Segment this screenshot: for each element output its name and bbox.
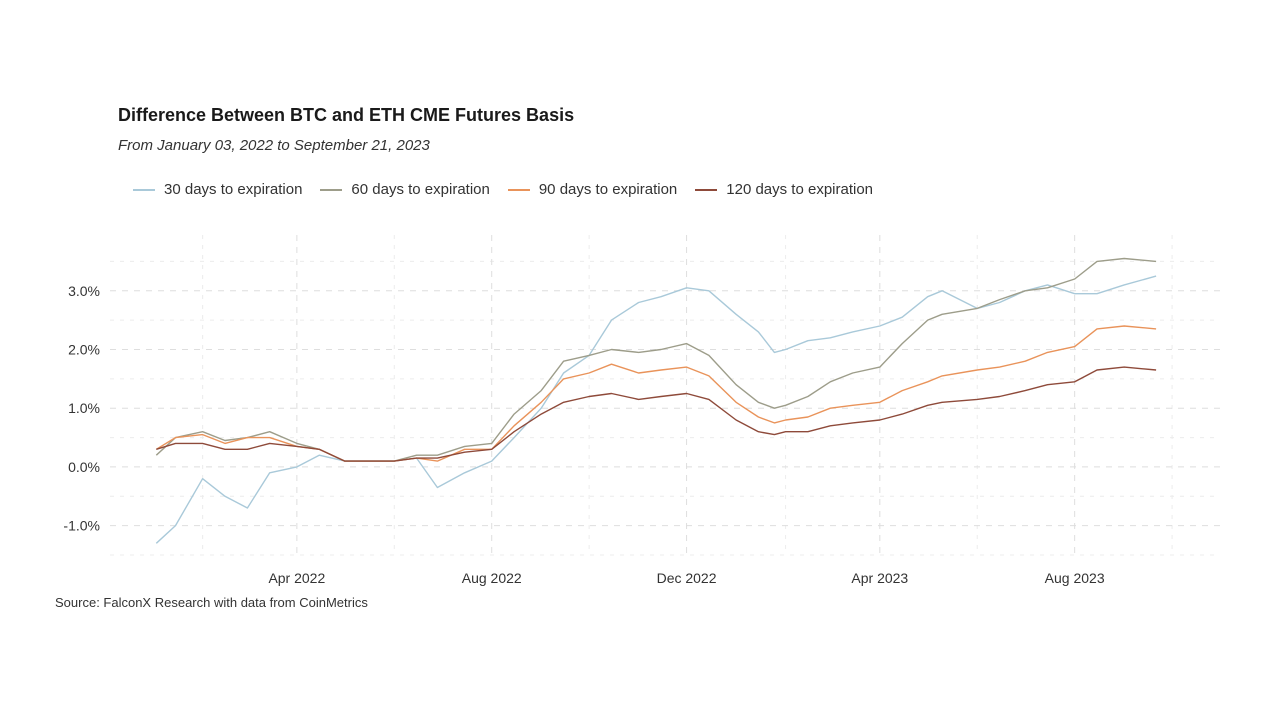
- y-tick-label: 0.0%: [68, 459, 100, 475]
- legend-item-90d: 90 days to expiration: [507, 181, 678, 198]
- legend-label: 60 days to expiration: [351, 181, 490, 198]
- y-tick-label: 3.0%: [68, 283, 100, 299]
- legend-swatch: [695, 188, 718, 191]
- x-tick-label: Aug 2022: [462, 570, 522, 586]
- legend-item-30d: 30 days to expiration: [133, 181, 302, 198]
- series-line-2: [155, 257, 1157, 462]
- y-tick-label: 2.0%: [68, 341, 100, 357]
- y-tick-label: -1.0%: [63, 518, 100, 534]
- x-tick-label: Apr 2023: [851, 570, 908, 586]
- legend-item-120d: 120 days to expiration: [695, 181, 873, 198]
- legend-label: 90 days to expiration: [538, 181, 678, 198]
- source-note: Source: FalconX Research with data from …: [55, 595, 368, 610]
- x-tick-label: Apr 2022: [268, 570, 325, 586]
- series-line-1: [155, 275, 1157, 544]
- x-tick-label: Aug 2023: [1045, 570, 1105, 586]
- legend-item-60d: 60 days to expiration: [320, 181, 490, 198]
- x-axis: Apr 2022 Aug 2022 Dec 2022 Apr 2023 Aug 2023: [268, 570, 1104, 586]
- legend-label: 120 days to expiration: [726, 181, 874, 198]
- legend-swatch: [507, 188, 530, 191]
- chart-subtitle: From January 03, 2022 to September 21, 2…: [118, 137, 430, 154]
- chart-title: Difference Between BTC and ETH CME Futur…: [118, 105, 575, 125]
- grid: [110, 235, 1220, 556]
- y-tick-label: 1.0%: [68, 400, 100, 416]
- series-lines: [155, 257, 1157, 544]
- legend-swatch: [133, 188, 155, 191]
- y-axis: -1.0% 0.0% 1.0% 2.0% 3.0%: [63, 283, 100, 534]
- x-tick-label: Dec 2022: [657, 570, 717, 586]
- legend-label: 30 days to expiration: [164, 181, 303, 198]
- series-line-4: [156, 366, 1157, 462]
- legend: 30 days to expiration 60 days to expirat…: [133, 181, 891, 198]
- series-line-3: [155, 325, 1157, 462]
- legend-swatch: [320, 188, 343, 191]
